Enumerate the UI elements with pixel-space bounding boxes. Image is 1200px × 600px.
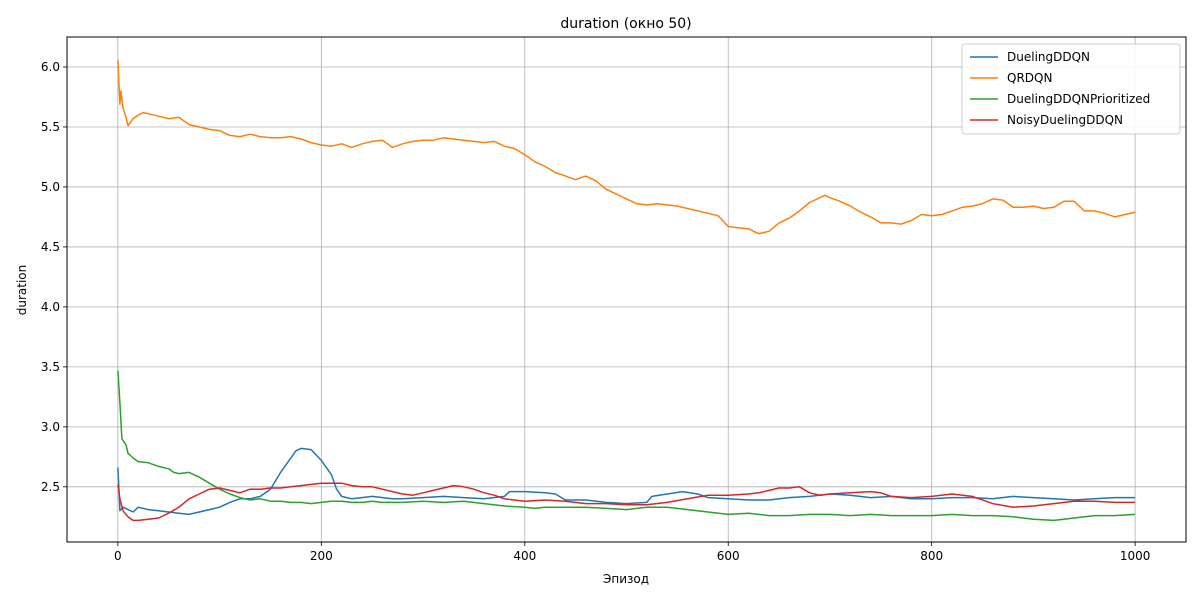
x-tick-label: 800 [920, 549, 943, 563]
y-tick-label: 6.0 [41, 60, 60, 74]
y-tick-label: 4.5 [41, 240, 60, 254]
legend: DuelingDDQN QRDQN DuelingDDQNPrioritized No… [961, 43, 1181, 135]
series-line-qrdqn [117, 59, 1136, 235]
y-axis-label: duration [15, 265, 29, 316]
x-axis-label: Эпизод [603, 572, 649, 586]
legend-box [961, 43, 1181, 135]
legend-label: NoisyDuelingDDQN [1007, 113, 1123, 127]
x-tick-label: 400 [513, 549, 536, 563]
series-lines [117, 59, 1136, 522]
legend-label: QRDQN [1007, 71, 1052, 85]
axis-ticks: 0 200 400 600 800 1000 2.5 3.0 3.5 4.0 4.5 5.0 5.5 6.… [41, 60, 1151, 563]
grid [67, 37, 1186, 542]
y-tick-label: 3.5 [41, 360, 60, 374]
x-tick-label: 0 [114, 549, 122, 563]
chart-title: duration (окно 50) [560, 16, 691, 32]
series-line-noisyduelingddqn [117, 482, 1136, 522]
y-tick-label: 5.5 [41, 120, 60, 134]
plot-frame [66, 36, 1187, 543]
x-tick-label: 1000 [1120, 549, 1151, 563]
y-tick-label: 5.0 [41, 180, 60, 194]
y-tick-label: 4.0 [41, 300, 60, 314]
y-tick-label: 2.5 [41, 480, 60, 494]
series-line-duelingddqn [117, 447, 1136, 516]
x-tick-label: 200 [310, 549, 333, 563]
x-tick-label: 600 [717, 549, 740, 563]
legend-label: DuelingDDQN [1007, 50, 1090, 64]
legend-label: DuelingDDQNPrioritized [1007, 92, 1150, 106]
series-line-duelingddqnprioritized [117, 370, 1136, 522]
y-tick-label: 3.0 [41, 420, 60, 434]
